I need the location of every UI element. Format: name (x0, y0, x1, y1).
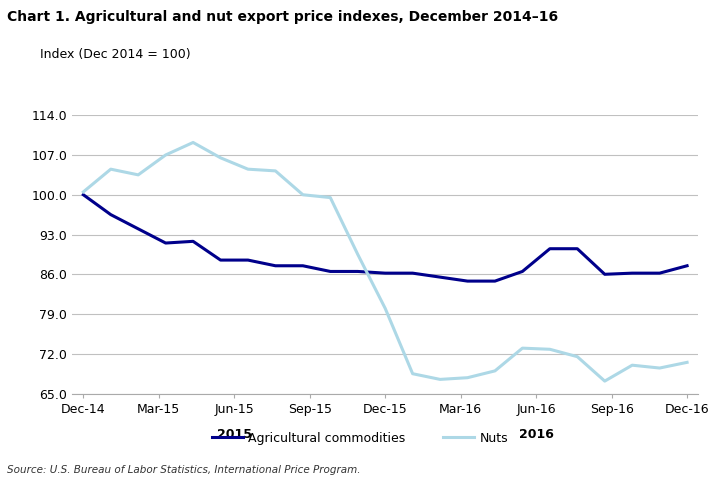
Legend: Agricultural commodities, Nuts: Agricultural commodities, Nuts (207, 427, 513, 450)
Nuts (490, 368, 499, 374)
Agricultural commodities (546, 246, 554, 252)
Agricultural commodities (326, 269, 335, 275)
Nuts (79, 189, 88, 195)
Text: Chart 1. Agricultural and nut export price indexes, December 2014–16: Chart 1. Agricultural and nut export pri… (7, 10, 558, 24)
Nuts (271, 168, 280, 174)
Agricultural commodities (490, 278, 499, 284)
Agricultural commodities (79, 192, 88, 198)
Nuts (107, 166, 115, 172)
Agricultural commodities (354, 269, 362, 275)
Nuts (546, 347, 554, 352)
Agricultural commodities (573, 246, 582, 252)
Agricultural commodities (299, 263, 307, 269)
Agricultural commodities (161, 240, 170, 246)
Agricultural commodities (683, 263, 691, 269)
Agricultural commodities (243, 257, 252, 263)
Agricultural commodities (107, 212, 115, 217)
Nuts (299, 192, 307, 198)
Nuts (628, 362, 636, 368)
Nuts (189, 140, 197, 145)
Nuts (326, 195, 335, 201)
Nuts (408, 371, 417, 377)
Nuts (436, 376, 444, 382)
Agricultural commodities (436, 274, 444, 280)
Agricultural commodities (271, 263, 280, 269)
Nuts (573, 354, 582, 360)
Line: Nuts: Nuts (84, 143, 687, 381)
Nuts (134, 172, 143, 178)
Agricultural commodities (628, 270, 636, 276)
Agricultural commodities (216, 257, 225, 263)
Nuts (243, 166, 252, 172)
Nuts (683, 360, 691, 365)
Agricultural commodities (518, 269, 527, 275)
Nuts (655, 365, 664, 371)
Agricultural commodities (381, 270, 390, 276)
Agricultural commodities (655, 270, 664, 276)
Agricultural commodities (134, 226, 143, 232)
Nuts (354, 252, 362, 257)
Nuts (381, 305, 390, 311)
Text: Source: U.S. Bureau of Labor Statistics, International Price Program.: Source: U.S. Bureau of Labor Statistics,… (7, 465, 361, 475)
Agricultural commodities (408, 270, 417, 276)
Agricultural commodities (463, 278, 472, 284)
Nuts (600, 378, 609, 384)
Text: 2015: 2015 (217, 428, 252, 441)
Nuts (518, 345, 527, 351)
Agricultural commodities (600, 271, 609, 277)
Nuts (463, 375, 472, 381)
Nuts (216, 155, 225, 161)
Agricultural commodities (189, 239, 197, 244)
Line: Agricultural commodities: Agricultural commodities (84, 195, 687, 281)
Text: 2016: 2016 (518, 428, 554, 441)
Nuts (161, 152, 170, 158)
Text: Index (Dec 2014 = 100): Index (Dec 2014 = 100) (40, 48, 190, 61)
